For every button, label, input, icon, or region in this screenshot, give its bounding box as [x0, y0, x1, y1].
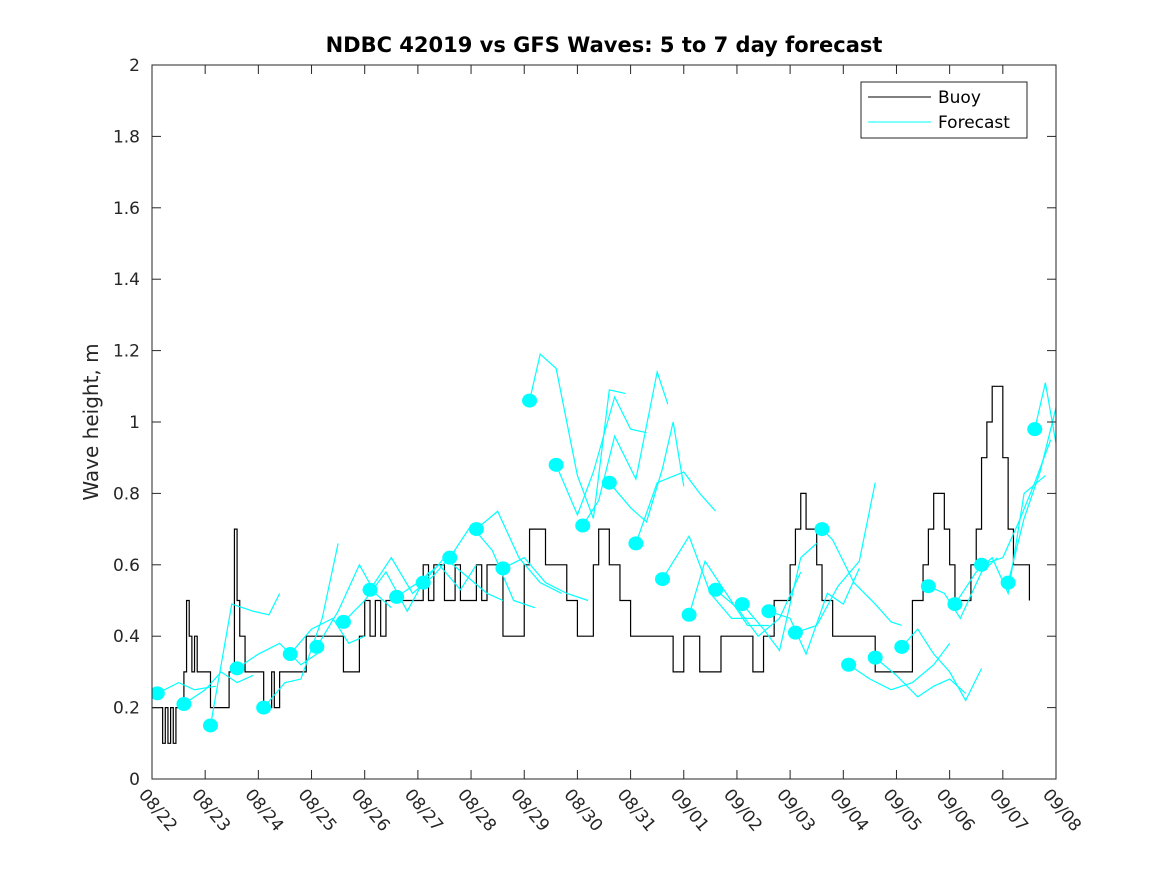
forecast-marker-20 — [681, 607, 697, 622]
y-tick-label-0: 0 — [129, 770, 140, 790]
forecast-line-24 — [795, 482, 876, 634]
forecast-line-7 — [343, 570, 430, 623]
forecast-line-28 — [901, 628, 983, 702]
forecast-marker-29 — [920, 579, 936, 594]
forecast-marker-25 — [814, 522, 830, 537]
forecast-marker-33 — [1027, 422, 1043, 437]
forecast-marker-8 — [362, 582, 378, 597]
forecast-line-6 — [316, 563, 392, 648]
y-tick-label-5: 1 — [129, 413, 140, 433]
forecast-line-10 — [422, 556, 504, 602]
forecast-marker-1 — [176, 697, 192, 712]
chart-title: NDBC 42019 vs GFS Waves: 5 to 7 day fore… — [326, 33, 883, 57]
forecast-line-30 — [954, 475, 1046, 605]
forecast-line-5 — [289, 617, 365, 655]
forecast-marker-11 — [442, 550, 458, 565]
forecast-marker-26 — [841, 657, 857, 672]
forecast-line-22 — [741, 542, 818, 652]
forecast-marker-17 — [601, 475, 617, 490]
forecast-marker-4 — [256, 700, 272, 715]
forecast-line-12 — [475, 510, 562, 594]
y-tick-label-4: 0.8 — [113, 484, 140, 504]
forecast-line-11 — [449, 524, 536, 609]
forecast-line-0 — [157, 681, 216, 694]
forecast-line-18 — [635, 471, 717, 544]
forecast-marker-12 — [468, 522, 484, 537]
forecast-marker-10 — [415, 575, 431, 590]
forecast-marker-7 — [335, 614, 351, 629]
forecast-line-2 — [209, 593, 281, 726]
forecast-marker-15 — [548, 457, 564, 472]
forecast-line-25 — [821, 528, 902, 627]
forecast-line-1 — [183, 671, 254, 705]
forecast-marker-21 — [708, 582, 724, 597]
y-axis-label: Wave height, m — [79, 343, 103, 500]
forecast-line-33 — [1034, 382, 1056, 444]
forecast-line-13 — [502, 556, 589, 602]
forecast-marker-19 — [654, 572, 670, 587]
forecast-marker-22 — [734, 597, 750, 612]
forecast-line-20 — [688, 559, 769, 627]
forecast-marker-14 — [522, 393, 538, 408]
y-tick-label-10: 2 — [129, 56, 140, 76]
forecast-marker-23 — [761, 604, 777, 619]
y-tick-label-9: 1.8 — [113, 127, 140, 147]
forecast-marker-31 — [974, 557, 990, 572]
forecast-marker-9 — [389, 589, 405, 604]
forecast-marker-3 — [229, 661, 245, 676]
forecast-line-4 — [263, 543, 339, 708]
forecast-marker-0 — [152, 686, 165, 701]
y-tick-label-8: 1.6 — [113, 199, 140, 219]
legend: Buoy Forecast — [860, 81, 1028, 139]
forecast-line-17 — [608, 421, 685, 524]
plot-area — [152, 65, 1056, 779]
legend-box — [860, 81, 1028, 139]
forecast-marker-18 — [628, 536, 644, 551]
y-tick-label-2: 0.4 — [113, 627, 140, 647]
forecast-marker-16 — [575, 518, 591, 533]
y-tick-label-1: 0.2 — [113, 699, 140, 719]
legend-forecast-label: Forecast — [938, 113, 1010, 133]
forecast-marker-32 — [1000, 575, 1016, 590]
legend-buoy-label: Buoy — [938, 88, 981, 108]
forecast-marker-30 — [947, 597, 963, 612]
y-tick-label-3: 0.6 — [113, 556, 140, 576]
forecast-line-3 — [236, 642, 318, 669]
forecast-marker-13 — [495, 561, 511, 576]
forecast-line-31 — [981, 439, 1052, 566]
forecast-line-16 — [582, 369, 669, 526]
forecast-marker-5 — [282, 647, 298, 662]
y-tick-label-6: 1.2 — [113, 342, 140, 362]
forecast-line-26 — [848, 642, 951, 691]
forecast-marker-28 — [894, 639, 910, 654]
data-layer — [152, 353, 1056, 744]
forecast-line-27 — [874, 657, 967, 698]
forecast-line-21 — [715, 571, 802, 638]
y-tick-label-7: 1.4 — [113, 270, 140, 290]
forecast-marker-6 — [309, 639, 325, 654]
forecast-line-14 — [528, 353, 626, 519]
forecast-marker-2 — [202, 718, 218, 733]
forecast-marker-27 — [867, 650, 883, 665]
forecast-line-15 — [555, 395, 647, 517]
forecast-marker-24 — [787, 625, 803, 640]
forecast-line-23 — [768, 568, 860, 656]
clipped-series — [152, 353, 1056, 744]
